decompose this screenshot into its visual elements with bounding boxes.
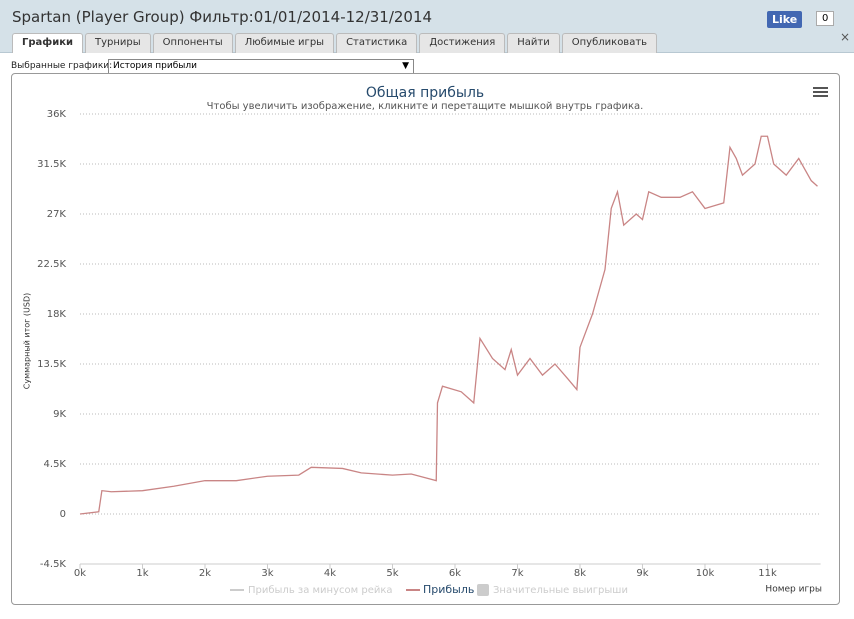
chart-dropdown[interactable]: История прибыли ▼ xyxy=(108,59,414,74)
chart-title: Общая прибыль xyxy=(366,85,484,101)
y-tick-label: 18K xyxy=(47,309,67,320)
chart-subtitle: Чтобы увеличить изображение, кликните и … xyxy=(207,101,644,112)
tab[interactable]: Статистика xyxy=(336,33,418,53)
y-tick-label: 9K xyxy=(53,409,66,420)
dropdown-value: История прибыли xyxy=(113,61,197,71)
legend-item[interactable]: Значительные выигрыши xyxy=(493,585,628,596)
tab-bar: Графики Турниры Оппоненты Любимые игры Стати… xyxy=(12,33,658,53)
x-tick-label: 5k xyxy=(386,568,398,579)
window-title: Spartan (Player Group) Фильтр:01/01/2014… xyxy=(12,8,433,26)
chart: Общая прибыль Чтобы увеличить изображени… xyxy=(23,85,828,596)
close-button[interactable]: × xyxy=(840,30,851,44)
y-tick-label: 36K xyxy=(47,109,67,120)
y-tick-label: 22.5K xyxy=(37,259,66,270)
x-axis-label: Номер игры xyxy=(765,585,822,595)
x-tick-label: 9k xyxy=(636,568,648,579)
legend-item[interactable]: Прибыль за минусом рейка xyxy=(248,585,393,596)
y-axis-label: Суммарный итог (USD) xyxy=(23,293,32,390)
x-tick-label: 1k xyxy=(136,568,148,579)
y-tick-label: 0 xyxy=(60,509,66,520)
x-tick-label: 0k xyxy=(74,568,86,579)
tab[interactable]: Турниры xyxy=(85,33,151,53)
profit-line xyxy=(79,135,818,515)
chart-box: Общая прибыль Чтобы увеличить изображени… xyxy=(11,73,840,605)
x-tick-label: 2k xyxy=(199,568,211,579)
legend-symbol xyxy=(477,584,489,596)
y-tick-label: 13.5K xyxy=(37,359,66,370)
x-tick-label: 8k xyxy=(574,568,586,579)
tab[interactable]: Любимые игры xyxy=(234,33,335,53)
y-tick-label: 27K xyxy=(47,209,67,220)
x-tick-label: 7k xyxy=(511,568,523,579)
tab[interactable]: Графики xyxy=(12,33,84,53)
y-tick-label: 31.5K xyxy=(37,159,66,170)
x-tick-label: 6k xyxy=(449,568,461,579)
legend-item[interactable]: Прибыль xyxy=(423,583,474,596)
tab[interactable]: Опубликовать xyxy=(561,33,658,53)
y-tick-label: -4.5K xyxy=(40,559,67,570)
header: Spartan (Player Group) Фильтр:01/01/2014… xyxy=(0,0,854,53)
tab[interactable]: Оппоненты xyxy=(152,33,233,53)
like-count: 0 xyxy=(816,11,835,26)
tab[interactable]: Найти xyxy=(507,33,560,53)
selector-label: Выбранные графики: xyxy=(11,61,113,71)
x-tick-label: 10k xyxy=(696,568,715,579)
dropdown-arrow: ▼ xyxy=(402,61,409,71)
menu-icon[interactable] xyxy=(813,87,828,97)
y-tick-label: 4.5K xyxy=(44,459,67,470)
tab[interactable]: Достижения xyxy=(419,33,506,53)
like-button[interactable]: Like xyxy=(767,11,803,28)
x-tick-label: 11k xyxy=(758,568,777,579)
x-tick-label: 3k xyxy=(261,568,273,579)
x-tick-label: 4k xyxy=(324,568,336,579)
